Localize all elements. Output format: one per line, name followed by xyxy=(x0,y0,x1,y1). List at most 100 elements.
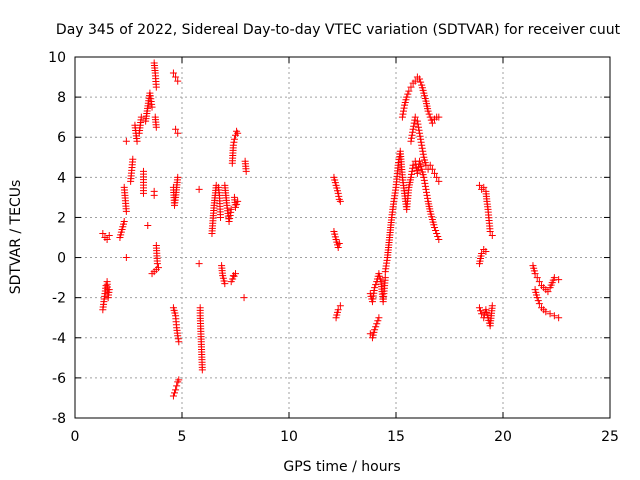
data-point xyxy=(418,141,426,149)
data-point xyxy=(152,83,160,91)
data-point xyxy=(550,312,558,320)
data-point xyxy=(381,274,389,282)
data-point xyxy=(416,129,424,137)
data-point xyxy=(408,170,416,178)
y-tick-label: 6 xyxy=(57,130,66,146)
data-point xyxy=(122,137,130,145)
data-point xyxy=(407,137,415,145)
data-point xyxy=(227,278,235,286)
data-point xyxy=(139,189,147,197)
series-g16 xyxy=(366,314,383,342)
data-point xyxy=(535,300,543,308)
x-tick-label: 20 xyxy=(494,429,512,445)
axis-ticks: 0 5 10 15 20 25 -8 -6 -4 -2 0 2 4 6 8 10 xyxy=(48,50,619,445)
data-point xyxy=(120,217,128,225)
data-point xyxy=(226,211,234,219)
data-point xyxy=(535,278,543,286)
data-point xyxy=(433,229,441,237)
data-point xyxy=(335,240,343,248)
data-point xyxy=(425,110,433,118)
data-point xyxy=(488,302,496,310)
data-point xyxy=(221,280,229,288)
series-g21 xyxy=(475,246,490,268)
data-point xyxy=(416,75,424,83)
y-tick-label: -2 xyxy=(52,291,66,307)
data-point xyxy=(410,122,418,130)
data-point xyxy=(372,281,380,289)
data-point xyxy=(411,113,419,121)
data-point xyxy=(534,297,542,305)
data-point xyxy=(334,306,342,314)
data-point xyxy=(174,332,182,340)
data-point xyxy=(431,169,439,177)
data-point xyxy=(418,144,426,152)
data-point xyxy=(413,169,421,177)
data-point xyxy=(174,129,182,137)
series-g18 xyxy=(398,73,443,127)
data-point xyxy=(480,183,488,191)
data-point xyxy=(103,236,111,244)
data-point xyxy=(555,276,563,284)
data-point xyxy=(175,376,183,384)
data-point xyxy=(171,389,179,397)
series-g02 xyxy=(99,229,113,244)
data-point xyxy=(334,189,342,197)
data-point xyxy=(217,213,225,221)
x-tick-label: 5 xyxy=(178,429,187,445)
x-tick-label: 0 xyxy=(71,429,80,445)
data-point xyxy=(375,314,383,322)
y-axis-title: SDTVAR / TECUs xyxy=(8,180,24,295)
data-point xyxy=(482,248,490,256)
x-axis-title: GPS time / hours xyxy=(283,459,400,475)
data-point xyxy=(172,125,180,133)
data-point xyxy=(226,214,234,222)
series-g10 xyxy=(208,127,242,288)
series-g07 xyxy=(169,304,183,346)
series-g13 xyxy=(330,227,343,252)
series-g17 xyxy=(381,147,443,276)
y-tick-label: -4 xyxy=(52,331,66,347)
data-point xyxy=(398,113,406,121)
data-point xyxy=(408,134,416,142)
data-point xyxy=(417,78,425,86)
data-point xyxy=(434,232,442,240)
data-point xyxy=(133,137,141,145)
data-point xyxy=(420,176,428,184)
data-point xyxy=(420,173,428,181)
data-point xyxy=(371,284,379,292)
data-point xyxy=(417,135,425,143)
data-point xyxy=(150,187,158,195)
data-point xyxy=(407,173,415,181)
data-point xyxy=(195,185,203,193)
y-tick-label: 0 xyxy=(57,251,66,267)
data-point xyxy=(336,197,344,205)
data-point xyxy=(421,182,429,190)
data-point xyxy=(229,141,237,149)
data-point xyxy=(403,93,411,101)
data-point xyxy=(198,366,206,374)
data-point xyxy=(486,227,494,235)
data-point xyxy=(478,310,486,318)
data-point xyxy=(120,183,128,191)
data-point xyxy=(533,274,541,282)
data-point xyxy=(174,335,182,343)
data-point xyxy=(431,223,439,231)
data-point xyxy=(137,113,145,121)
data-point xyxy=(435,177,443,185)
data-point xyxy=(409,128,417,136)
x-tick-label: 25 xyxy=(601,429,619,445)
series-g04 xyxy=(135,89,156,229)
data-point xyxy=(419,147,427,155)
data-point xyxy=(102,282,110,290)
series-g23 xyxy=(529,262,563,296)
data-point xyxy=(242,167,250,175)
data-point xyxy=(432,226,440,234)
data-point xyxy=(129,155,137,163)
data-point xyxy=(414,166,422,174)
data-point xyxy=(546,310,554,318)
data-point xyxy=(148,270,156,278)
x-tick-label: 15 xyxy=(387,429,405,445)
data-point xyxy=(411,77,419,85)
data-point xyxy=(105,286,113,294)
data-point xyxy=(227,208,235,216)
